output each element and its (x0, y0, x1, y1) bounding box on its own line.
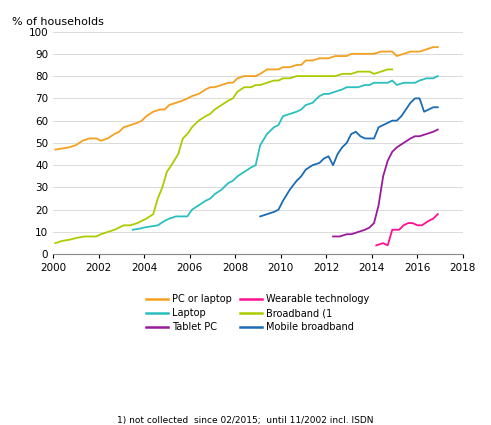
Text: 1) not collected  since 02/2015;  until 11/2002 incl. ISDN: 1) not collected since 02/2015; until 11… (117, 416, 374, 425)
Text: % of households: % of households (12, 17, 104, 27)
Legend: PC or laptop, Laptop, Tablet PC, Wearable technology, Broadband (1, Mobile broad: PC or laptop, Laptop, Tablet PC, Wearabl… (142, 290, 374, 336)
